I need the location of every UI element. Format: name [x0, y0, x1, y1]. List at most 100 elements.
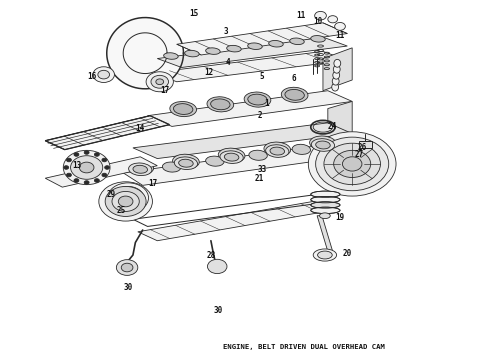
Circle shape	[84, 181, 89, 184]
Ellipse shape	[270, 147, 285, 155]
Circle shape	[98, 70, 110, 79]
Ellipse shape	[249, 150, 268, 160]
Circle shape	[121, 263, 133, 272]
Ellipse shape	[162, 162, 181, 172]
Circle shape	[113, 186, 144, 209]
Circle shape	[207, 259, 227, 274]
Ellipse shape	[170, 102, 196, 117]
Circle shape	[151, 75, 169, 88]
Ellipse shape	[285, 89, 304, 100]
Ellipse shape	[269, 40, 283, 47]
Ellipse shape	[227, 45, 241, 52]
Ellipse shape	[206, 156, 224, 166]
Polygon shape	[157, 37, 347, 67]
Text: 10: 10	[314, 17, 323, 26]
Ellipse shape	[247, 43, 262, 49]
Text: 1: 1	[265, 99, 269, 108]
Text: 20: 20	[343, 249, 352, 258]
Ellipse shape	[207, 97, 234, 112]
Polygon shape	[147, 91, 352, 126]
Text: 15: 15	[189, 9, 198, 18]
Ellipse shape	[266, 145, 289, 157]
Ellipse shape	[206, 48, 220, 54]
Circle shape	[316, 137, 389, 191]
Text: 13: 13	[73, 161, 81, 170]
Polygon shape	[133, 123, 352, 158]
Text: 16: 16	[87, 72, 96, 81]
Circle shape	[324, 143, 380, 185]
Polygon shape	[323, 48, 352, 91]
Ellipse shape	[174, 157, 197, 170]
Ellipse shape	[334, 59, 341, 67]
Circle shape	[308, 132, 396, 196]
Polygon shape	[138, 202, 333, 241]
Circle shape	[146, 72, 173, 92]
Text: 4: 4	[225, 58, 230, 67]
Text: 14: 14	[136, 124, 145, 133]
Text: 33: 33	[257, 165, 267, 174]
Ellipse shape	[224, 153, 239, 161]
Ellipse shape	[311, 202, 340, 208]
Circle shape	[95, 153, 99, 156]
Text: 12: 12	[204, 68, 213, 77]
Ellipse shape	[220, 151, 243, 163]
Circle shape	[67, 158, 72, 162]
Text: 19: 19	[335, 213, 344, 222]
Circle shape	[118, 191, 138, 205]
Circle shape	[93, 67, 115, 82]
Circle shape	[102, 158, 107, 162]
Circle shape	[99, 182, 152, 221]
Ellipse shape	[332, 77, 339, 85]
Text: 6: 6	[292, 74, 296, 83]
Ellipse shape	[310, 136, 336, 150]
Text: 3: 3	[223, 27, 228, 36]
Circle shape	[67, 173, 72, 177]
Text: 21: 21	[255, 174, 264, 183]
Polygon shape	[360, 141, 372, 148]
Ellipse shape	[316, 141, 330, 149]
Ellipse shape	[244, 92, 271, 107]
Polygon shape	[45, 157, 157, 187]
Text: 17: 17	[160, 86, 169, 95]
Polygon shape	[328, 102, 352, 152]
Text: 11: 11	[335, 31, 344, 40]
Text: 28: 28	[206, 251, 216, 260]
Circle shape	[328, 16, 338, 23]
Text: 29: 29	[106, 190, 116, 199]
Text: 17: 17	[148, 179, 157, 188]
Text: 25: 25	[116, 206, 125, 215]
Circle shape	[315, 12, 326, 20]
Ellipse shape	[164, 53, 178, 59]
Circle shape	[156, 79, 164, 85]
Circle shape	[118, 196, 133, 207]
Circle shape	[63, 150, 110, 185]
Ellipse shape	[179, 159, 193, 167]
Polygon shape	[123, 144, 347, 185]
Ellipse shape	[290, 38, 304, 45]
Circle shape	[335, 22, 345, 30]
Circle shape	[334, 150, 371, 177]
Ellipse shape	[185, 50, 199, 57]
Ellipse shape	[218, 148, 245, 163]
Text: 27: 27	[355, 150, 364, 159]
Ellipse shape	[173, 104, 193, 114]
Ellipse shape	[311, 36, 325, 42]
Text: 26: 26	[357, 143, 367, 152]
Text: 30: 30	[123, 283, 133, 292]
Circle shape	[71, 156, 103, 179]
Ellipse shape	[211, 99, 230, 110]
Ellipse shape	[311, 197, 340, 203]
Polygon shape	[45, 116, 170, 150]
Circle shape	[102, 173, 107, 177]
Ellipse shape	[127, 160, 153, 175]
Ellipse shape	[281, 87, 308, 102]
Polygon shape	[317, 216, 333, 251]
Polygon shape	[107, 18, 183, 89]
Circle shape	[105, 166, 110, 169]
Ellipse shape	[292, 144, 311, 154]
Circle shape	[105, 186, 146, 216]
Ellipse shape	[333, 71, 340, 79]
Ellipse shape	[311, 207, 340, 213]
Ellipse shape	[313, 249, 337, 261]
Circle shape	[79, 162, 94, 173]
